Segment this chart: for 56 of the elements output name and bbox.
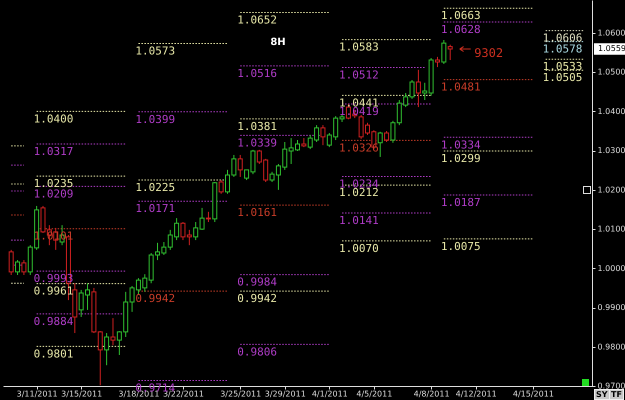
data-label: 0.9942 (135, 292, 176, 306)
data-label: 1.0326 (339, 141, 379, 154)
data-label: 1.0481 (440, 80, 481, 94)
y-tick-label: 1.0200 (598, 185, 625, 194)
data-label: 1.0533 (542, 60, 582, 74)
annotation: 9302 (474, 46, 504, 60)
y-tick-label: 0.9700 (598, 382, 625, 390)
text: SY (594, 389, 610, 400)
y-tick-label: 0.9900 (598, 303, 625, 312)
data-label: 1.0399 (135, 112, 176, 126)
data-label: 1.0628 (440, 22, 481, 36)
data-label: 0.9984 (237, 276, 278, 289)
data-label: 1.0583 (339, 40, 379, 54)
data-label: 1.0187 (440, 196, 481, 209)
data-label: 1.0573 (135, 44, 176, 58)
data-label: 1.0225 (135, 181, 176, 194)
text: TF (609, 389, 624, 400)
data-label: 1.0516 (237, 66, 277, 80)
data-label: 0.9806 (237, 345, 277, 358)
x-tick-label: 4/1/2011 (312, 390, 348, 398)
y-tick-label: 0.9800 (598, 342, 625, 352)
y-tick-label: 1.0300 (598, 146, 625, 156)
data-label: 1.0299 (440, 152, 481, 166)
y-tick-label: 1.0600 (598, 28, 625, 38)
x-tick-label: 4/8/2011 (414, 390, 450, 398)
data-label: 1.0339 (237, 136, 277, 150)
data-label: 1.0578 (542, 42, 582, 56)
data-label: 1.0652 (237, 14, 277, 27)
data-label: 0.9884 (34, 314, 74, 328)
x-tick-label: 4/12/2011 (456, 390, 497, 398)
data-label: 1.0400 (34, 112, 74, 126)
data-label: 1.0161 (237, 206, 277, 220)
data-label: 1.0334 (440, 138, 481, 152)
x-tick-label: 4/5/2011 (356, 390, 392, 398)
x-tick-label: 3/29/2011 (264, 390, 306, 398)
data-label: 1.0070 (339, 242, 379, 255)
y-tick-label: 1.0100 (598, 224, 625, 234)
x-tick-label: 3/25/2011 (220, 390, 262, 398)
y-tick-label: 1.0400 (598, 106, 625, 116)
data-label: 1.0171 (135, 202, 176, 216)
x-tick-label: 4/15/2011 (512, 390, 554, 398)
data-label: 1.0512 (339, 68, 379, 82)
y-tick-label: 1.0500 (598, 68, 625, 77)
x-tick-label: 3/15/2011 (61, 390, 102, 398)
data-label: 1.0141 (339, 214, 379, 228)
data-label: 0.9801 (34, 347, 74, 360)
data-label: 1.0075 (440, 240, 481, 253)
x-tick-label: 3/11/2011 (16, 390, 58, 398)
text: 8H (270, 37, 286, 48)
data-label: 1.0317 (34, 144, 74, 158)
data-label: 1.0606 (542, 32, 582, 45)
y-tick-label: 1.0000 (598, 264, 625, 273)
data-label: 1.0663 (440, 9, 481, 22)
data-label: 1.0505 (542, 71, 582, 84)
data-label: 0.9942 (237, 292, 277, 306)
data-label: 1.0381 (237, 120, 277, 133)
